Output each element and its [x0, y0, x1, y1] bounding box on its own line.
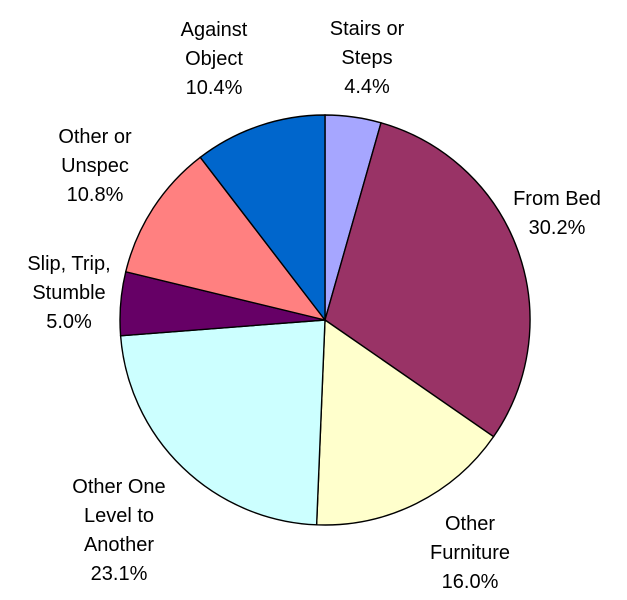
slice-name-label: Other or: [58, 126, 132, 148]
slice-name-label: Unspec: [61, 155, 129, 177]
slice-percent-label: 16.0%: [442, 571, 499, 593]
slice-percent-label: 4.4%: [344, 76, 390, 98]
slice-label: Other or Unspec 10.8%: [58, 126, 132, 206]
slice-label: From Bed 30.2%: [513, 188, 601, 239]
pie-slice: [124, 156, 327, 322]
slice-name-label: Stairs or: [330, 18, 405, 40]
slice-label: Slip, Trip, Stumble 5.0%: [27, 253, 110, 333]
pie-slice: [119, 319, 326, 526]
slice-percent-label: 23.1%: [91, 563, 148, 585]
slice-name-label: Other One: [72, 476, 165, 498]
slice-name-label: Furniture: [430, 542, 510, 564]
slice-name-label: Object: [185, 48, 243, 70]
slice-name-label: Other: [445, 513, 495, 535]
pie-slices: [119, 114, 531, 526]
slice-percent-label: 5.0%: [46, 311, 92, 333]
slice-name-label: Stumble: [32, 282, 105, 304]
slice-percent-label: 10.4%: [186, 77, 243, 99]
slice-name-label: From Bed: [513, 188, 601, 210]
slice-label: Against Object 10.4%: [181, 19, 248, 99]
slice-name-label: Level to: [84, 505, 154, 527]
slice-label: Other One Level to Another 23.1%: [72, 476, 165, 585]
slice-name-label: Steps: [341, 47, 392, 69]
slice-name-label: Against: [181, 19, 248, 41]
pie-slice: [199, 114, 326, 323]
pie-slice: [315, 318, 495, 526]
pie-slice: [324, 121, 531, 438]
slice-labels: Stairs or Steps 4.4% From Bed 30.2% Other Furn…: [27, 18, 601, 593]
slice-label: Stairs or Steps 4.4%: [330, 18, 405, 98]
slice-label: Other Furniture 16.0%: [430, 513, 510, 593]
slice-name-label: Another: [84, 534, 154, 556]
slice-name-label: Slip, Trip,: [27, 253, 110, 275]
slice-percent-label: 30.2%: [529, 217, 586, 239]
slice-percent-label: 10.8%: [67, 184, 124, 206]
